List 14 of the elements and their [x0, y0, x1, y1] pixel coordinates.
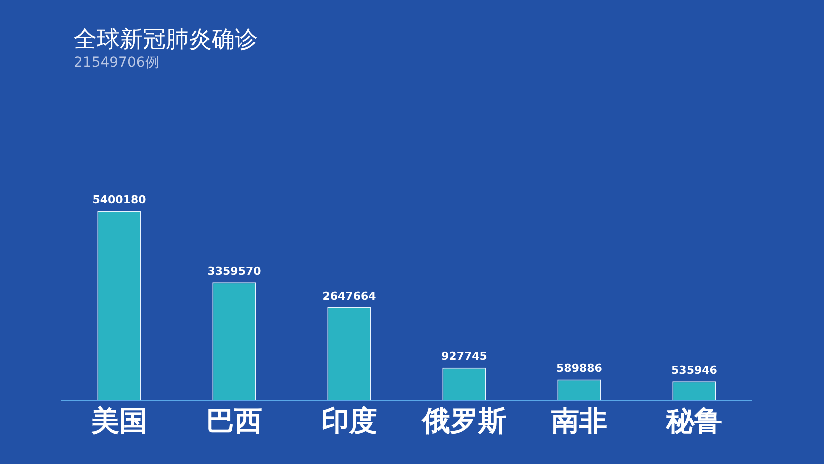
- x-tick-label: 印度: [322, 404, 378, 438]
- data-label: 5400180: [92, 193, 147, 206]
- x-tick-label: 美国: [90, 404, 148, 438]
- data-label: 2647664: [322, 290, 377, 303]
- x-tick-label: 南非: [550, 404, 608, 438]
- data-label: 3359570: [208, 264, 262, 278]
- data-label: 589886: [556, 362, 603, 376]
- x-tick-label: 巴西: [206, 404, 262, 438]
- chart-subtitle: 21549706例: [74, 54, 160, 72]
- data-label: 927745: [442, 350, 488, 364]
- x-tick-label: 秘鲁: [666, 404, 722, 438]
- data-label: 535946: [672, 364, 718, 377]
- chart-title: 全球新冠肺炎确诊: [74, 26, 258, 55]
- x-tick-label: 俄罗斯: [422, 404, 506, 438]
